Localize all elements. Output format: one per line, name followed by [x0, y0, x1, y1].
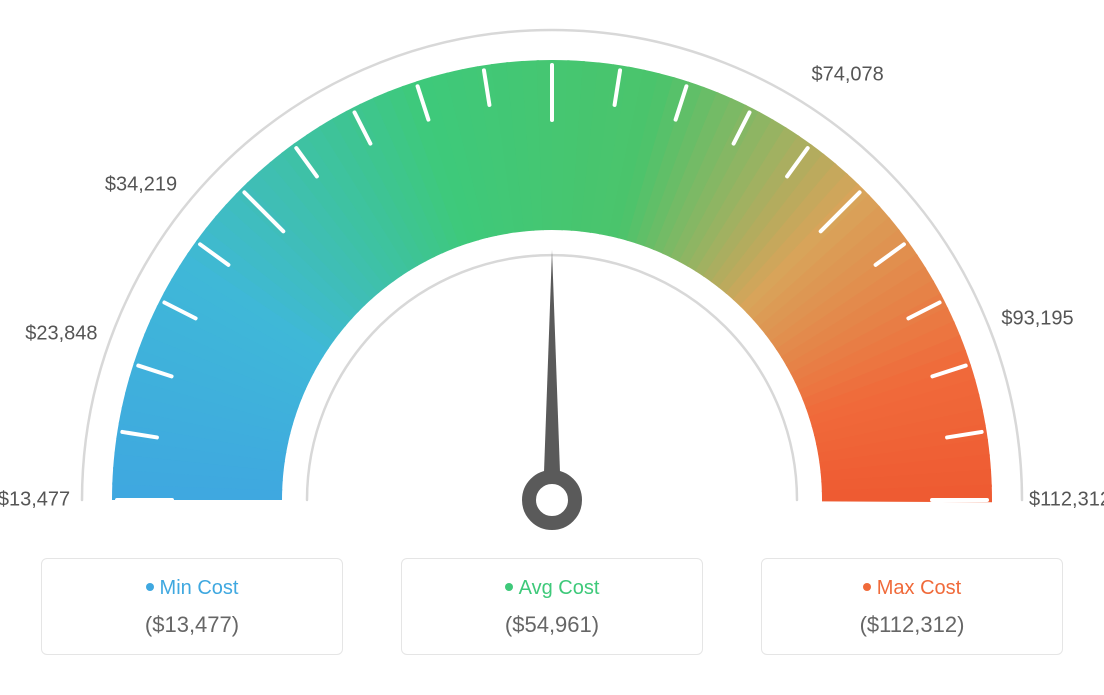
- gauge-scale-label: $74,078: [811, 63, 883, 86]
- gauge-scale-label: $93,195: [1001, 308, 1073, 331]
- legend-dot-icon: [863, 583, 871, 591]
- gauge-scale-label: $13,477: [0, 489, 70, 512]
- legend-card: Max Cost ($112,312): [761, 558, 1063, 655]
- legend-label: Avg Cost: [402, 577, 702, 600]
- legend-label-text: Min Cost: [160, 577, 239, 599]
- legend-card: Min Cost ($13,477): [41, 558, 343, 655]
- legend-card: Avg Cost ($54,961): [401, 558, 703, 655]
- gauge-scale-label: $112,312: [1029, 489, 1104, 512]
- legend-value: ($112,312): [762, 612, 1062, 638]
- legend-label-text: Avg Cost: [519, 577, 600, 599]
- legend-row: Min Cost ($13,477) Avg Cost ($54,961) Max Co…: [0, 558, 1104, 655]
- gauge-scale-label: $23,848: [25, 322, 97, 345]
- legend-dot-icon: [505, 583, 513, 591]
- legend-value: ($54,961): [402, 612, 702, 638]
- legend-label-text: Max Cost: [877, 577, 961, 599]
- legend-label: Max Cost: [762, 577, 1062, 600]
- cost-gauge-chart: $13,477$23,848$34,219$54,961$74,078$93,1…: [0, 0, 1104, 690]
- legend-label: Min Cost: [42, 577, 342, 600]
- legend-value: ($13,477): [42, 612, 342, 638]
- legend-dot-icon: [146, 583, 154, 591]
- gauge-scale-label: $34,219: [105, 173, 177, 196]
